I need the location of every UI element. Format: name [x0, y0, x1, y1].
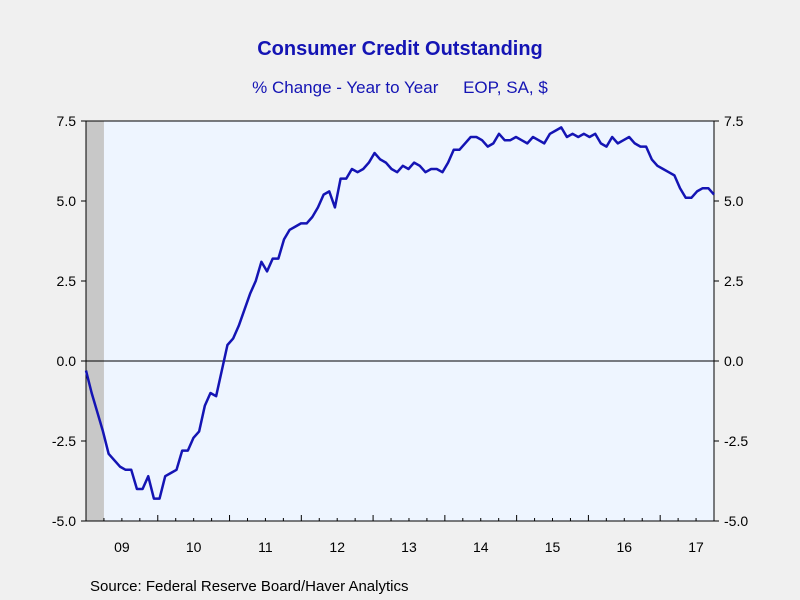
- y-tick-label-right: 0.0: [724, 353, 744, 369]
- y-tick-label-right: 7.5: [724, 113, 744, 129]
- y-tick-label-left: 5.0: [57, 193, 77, 209]
- subtitle-measure: % Change - Year to Year: [252, 78, 439, 97]
- source-note: Source: Federal Reserve Board/Haver Anal…: [90, 578, 409, 595]
- plot-frame: [85, 120, 715, 522]
- plot-area: [86, 121, 714, 521]
- y-tick-label-left: 7.5: [57, 113, 77, 129]
- y-tick-label-right: -2.5: [724, 433, 748, 449]
- y-tick-label-left: -2.5: [52, 433, 76, 449]
- x-tick-label: 10: [186, 539, 202, 555]
- y-tick-label-left: 0.0: [57, 353, 77, 369]
- y-tick-label-left: 2.5: [57, 273, 77, 289]
- x-tick-label: 09: [114, 539, 130, 555]
- x-tick-label: 14: [473, 539, 489, 555]
- y-tick-label-right: 2.5: [724, 273, 744, 289]
- recession-shading: [86, 121, 104, 521]
- x-tick-label: 11: [258, 539, 273, 555]
- x-tick-label: 12: [329, 539, 345, 555]
- y-tick-label-left: -5.0: [52, 513, 76, 529]
- series-line: [84, 126, 715, 500]
- x-tick-label: 16: [616, 539, 632, 555]
- subtitle-units: EOP, SA, $: [463, 78, 548, 97]
- y-tick-label-right: 5.0: [724, 193, 744, 209]
- x-tick-label: 17: [688, 539, 704, 555]
- chart-title: Consumer Credit Outstanding: [257, 38, 543, 60]
- chart-subtitle: % Change - Year to Year EOP, SA, $: [0, 78, 800, 98]
- x-tick-label: 13: [401, 539, 417, 555]
- x-tick-label: 15: [545, 539, 561, 555]
- y-tick-label-right: -5.0: [724, 513, 748, 529]
